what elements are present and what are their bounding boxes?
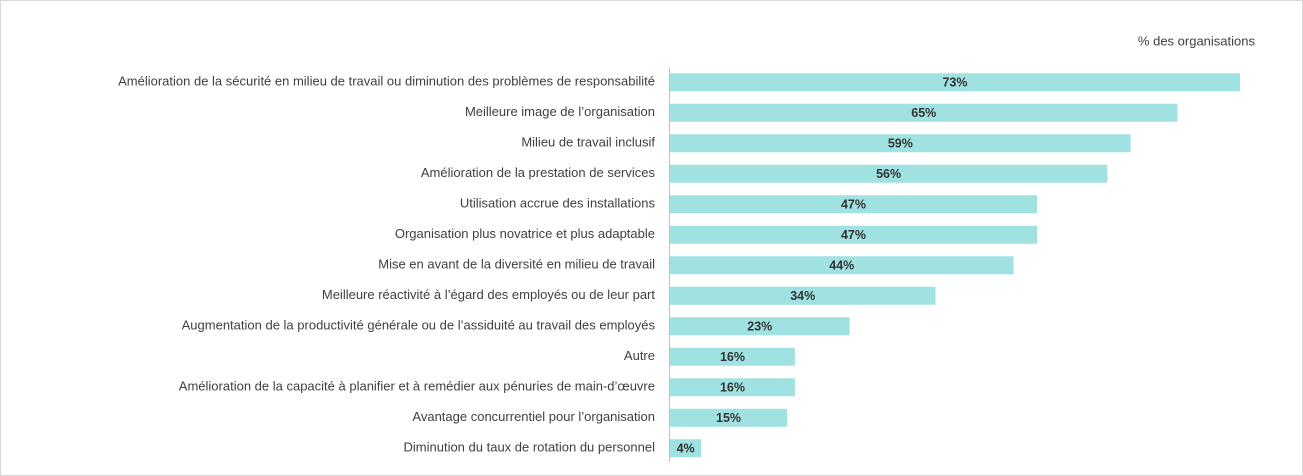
bar bbox=[670, 286, 936, 305]
value-label: 16% bbox=[720, 350, 745, 364]
value-label: 47% bbox=[841, 228, 866, 242]
category-label: Avantage concurrentiel pour l’organisati… bbox=[412, 409, 655, 424]
bar bbox=[670, 73, 1240, 92]
value-label: 4% bbox=[677, 442, 695, 456]
category-label: Amélioration de la capacité à planifier … bbox=[179, 379, 655, 394]
chart-subtitle: % des organisations bbox=[1138, 33, 1256, 48]
category-label: Mise en avant de la diversité en milieu … bbox=[378, 257, 655, 272]
value-label: 59% bbox=[888, 137, 913, 151]
category-label: Meilleure réactivité à l’égard des emplo… bbox=[322, 287, 656, 302]
value-label: 15% bbox=[716, 411, 741, 425]
value-label: 73% bbox=[942, 76, 967, 90]
value-label: 34% bbox=[790, 289, 815, 303]
bar bbox=[670, 134, 1131, 153]
category-label: Amélioration de la sécurité en milieu de… bbox=[118, 74, 655, 89]
value-label: 44% bbox=[829, 259, 854, 273]
value-label: 56% bbox=[876, 167, 901, 181]
bar bbox=[670, 103, 1178, 122]
category-label: Diminution du taux de rotation du person… bbox=[404, 440, 656, 455]
bar bbox=[670, 378, 795, 397]
category-label: Meilleure image de l’organisation bbox=[465, 104, 655, 119]
category-label: Organisation plus novatrice et plus adap… bbox=[395, 226, 655, 241]
value-label: 23% bbox=[747, 320, 772, 334]
category-label: Milieu de travail inclusif bbox=[521, 135, 655, 150]
bar bbox=[670, 317, 850, 336]
value-label: 47% bbox=[841, 198, 866, 212]
bar bbox=[670, 347, 795, 366]
bar bbox=[670, 439, 702, 458]
category-label: Autre bbox=[624, 348, 655, 363]
bar bbox=[670, 256, 1014, 275]
bar bbox=[670, 195, 1037, 214]
value-label: 65% bbox=[911, 106, 936, 120]
category-label: Augmentation de la productivité générale… bbox=[182, 318, 656, 333]
bar bbox=[670, 225, 1037, 244]
bar bbox=[670, 164, 1108, 183]
value-label: 16% bbox=[720, 381, 745, 395]
category-label: Utilisation accrue des installations bbox=[460, 196, 656, 211]
bar bbox=[670, 408, 788, 427]
category-label: Amélioration de la prestation de service… bbox=[421, 165, 656, 180]
